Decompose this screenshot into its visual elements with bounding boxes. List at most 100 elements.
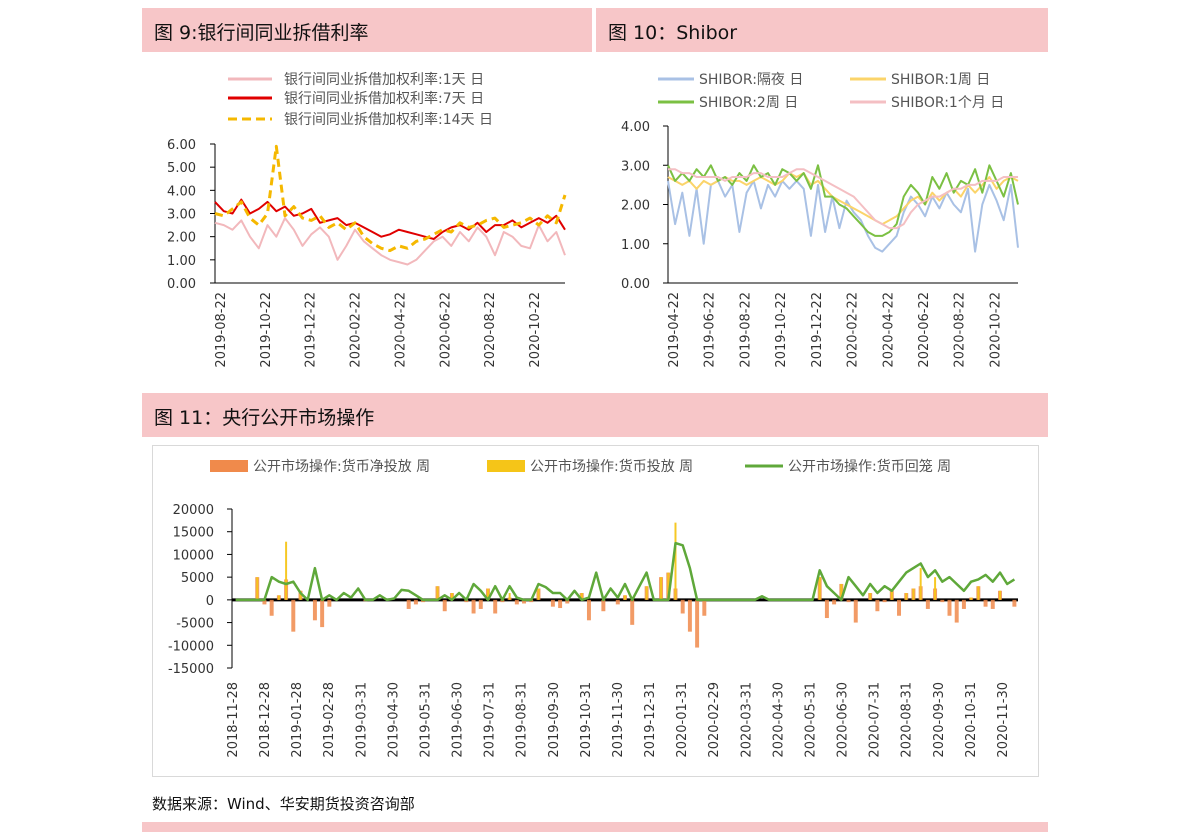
fig11-bar-net: [824, 599, 829, 619]
fig11-x-tick-label: 2019-05-31: [418, 682, 433, 758]
fig11-bar-net: [882, 599, 887, 603]
bottom-band: [142, 822, 1048, 832]
fig11-bar-net: [493, 599, 498, 614]
fig10-series-line-3: [668, 168, 1018, 230]
fig10-legend-label-1: SHIBOR:1周 日: [891, 72, 990, 88]
fig11-bar-inject: [436, 586, 439, 600]
fig11-bar-net: [961, 599, 966, 609]
fig11-frame: [152, 445, 1039, 777]
fig9-x-tick-label: 2020-06-22: [438, 292, 453, 368]
fig10-series-line-0: [667, 179, 1019, 253]
fig11-legend-swatch-0: [210, 460, 248, 472]
fig11-y-tick-label: 15000: [173, 526, 214, 541]
fig11-bar-net: [471, 599, 476, 614]
fig11-x-tick-label: 2019-09-30: [547, 682, 562, 758]
fig9-series-line-1: [214, 198, 566, 240]
fig10-series-line-2: [667, 164, 1019, 237]
fig11-x-tick-label: 2020-05-31: [803, 682, 818, 758]
fig11-x-tick-label: 2019-08-31: [515, 682, 530, 758]
fig11-bar-inject: [645, 586, 648, 600]
fig11-bar-net: [947, 599, 952, 616]
fig11-bar-inject: [580, 593, 583, 600]
fig11-x-tick-label: 2019-10-31: [579, 682, 594, 758]
fig9-header-title: 图 9:银行间同业拆借利率: [154, 22, 369, 44]
fig11-bar-inject: [256, 577, 259, 600]
fig9-y-tick-label: 0.00: [167, 277, 196, 292]
fig11-bar-inject: [660, 577, 663, 600]
fig9-x-tick-label: 2020-08-22: [483, 292, 498, 368]
fig11-bar-net: [514, 599, 519, 605]
fig11-bar-inject: [285, 541, 288, 600]
fig11-x-tick-label: 2020-06-30: [836, 682, 851, 758]
fig11-bar-net: [1012, 599, 1017, 607]
fig11-bar-net: [406, 599, 411, 609]
fig11-y-tick-label: 10000: [173, 548, 214, 563]
fig11-bar-net: [940, 599, 945, 603]
fig11-legend-label-1: 公开市场操作:货币投放 周: [530, 458, 693, 475]
fig11-bar-net: [983, 599, 988, 607]
fig11-bar-net: [262, 599, 267, 605]
fig11-x-tick-label: 2020-08-31: [900, 682, 915, 758]
fig11-y-tick-label: 20000: [173, 503, 214, 518]
fig9-y-tick-label: 3.00: [167, 208, 196, 223]
fig11-bar-net: [565, 599, 570, 604]
fig10-header-bar: 图 10：Shibor: [596, 8, 1048, 52]
fig11-x-tick-label: 2020-04-30: [771, 682, 786, 758]
fig11-y-tick-label: 5000: [181, 571, 214, 586]
fig11-x-tick-label: 2020-09-30: [932, 682, 947, 758]
fig9-y-tick-label: 5.00: [167, 161, 196, 176]
fig11-x-tick-label: 2020-03-31: [739, 682, 754, 758]
fig11-y-tick-label: -5000: [176, 617, 214, 632]
fig9-y-tick-label: 4.00: [167, 184, 196, 199]
fig11-legend-label-0: 公开市场操作:货币净投放 周: [253, 458, 430, 475]
fig11-bar-net: [954, 599, 959, 623]
fig9-series-line-2: [214, 144, 567, 253]
fig11-bar-net: [269, 599, 274, 616]
fig11-bar-inject: [674, 522, 677, 600]
fig9-x-tick-label: 2020-10-22: [528, 292, 543, 368]
fig10-x-tick-label: 2020-06-22: [917, 292, 932, 368]
fig11-x-tick-label: 2018-12-28: [258, 682, 273, 758]
fig9-legend-label-2: 银行间同业拆借加权利率:14天 日: [284, 111, 493, 128]
fig10-y-tick-label: 1.00: [621, 238, 650, 253]
fig11-bar-inject: [869, 593, 872, 600]
fig11-bar-net: [327, 599, 332, 607]
fig11-x-tick-label: 2020-11-30: [996, 682, 1011, 758]
fig10-x-tick-label: 2019-06-22: [703, 292, 718, 368]
fig11-bar-net: [558, 599, 563, 609]
fig10-y-tick-label: 3.00: [621, 159, 650, 174]
fig10-x-tick-label: 2020-08-22: [953, 292, 968, 368]
fig9-y-tick-label: 1.00: [167, 254, 196, 269]
fig11-bar-net: [442, 599, 447, 612]
fig10-legend-label-2: SHIBOR:2周 日: [699, 95, 798, 111]
fig11-bar-inject: [450, 593, 453, 600]
fig10-y-tick-label: 0.00: [621, 277, 650, 292]
fig11-bar-inject: [919, 568, 922, 600]
fig10-x-tick-label: 2019-10-22: [774, 292, 789, 368]
fig10-header-title: 图 10：Shibor: [608, 22, 738, 44]
fig11-x-tick-label: 2019-01-28: [290, 682, 305, 758]
fig11-bar-net: [846, 599, 851, 603]
fig11-bar-net: [478, 599, 483, 609]
fig11-bar-net: [687, 599, 692, 632]
fig11-x-tick-label: 2018-11-28: [226, 682, 241, 758]
fig10-y-tick-label: 2.00: [621, 199, 650, 214]
fig11-bar-net: [925, 599, 930, 609]
fig9-header-bar: 图 9:银行间同业拆借利率: [142, 8, 592, 52]
fig11-x-tick-label: 2020-10-31: [964, 682, 979, 758]
fig10-x-tick-label: 2020-02-22: [846, 292, 861, 368]
fig11-bar-inject: [624, 595, 626, 600]
fig10-legend-label-0: SHIBOR:隔夜 日: [699, 72, 803, 88]
fig11-bar-net: [702, 599, 707, 616]
fig11-x-tick-label: 2019-12-31: [643, 682, 658, 758]
fig11-x-tick-label: 2019-11-30: [611, 682, 626, 758]
fig11-bar-inject: [998, 590, 1001, 600]
fig11-x-tick-label: 2020-01-31: [675, 682, 690, 758]
fig11-x-tick-label: 2020-07-31: [868, 682, 883, 758]
fig11-y-tick-label: -10000: [168, 639, 214, 654]
fig9-legend-label-1: 银行间同业拆借加权利率:7天 日: [284, 90, 484, 107]
fig11-header-title: 图 11：央行公开市场操作: [154, 407, 375, 429]
fig11-bar-net: [680, 599, 685, 614]
fig9-legend-label-0: 银行间同业拆借加权利率:1天 日: [284, 71, 484, 88]
fig9-y-tick-label: 2.00: [167, 231, 196, 246]
